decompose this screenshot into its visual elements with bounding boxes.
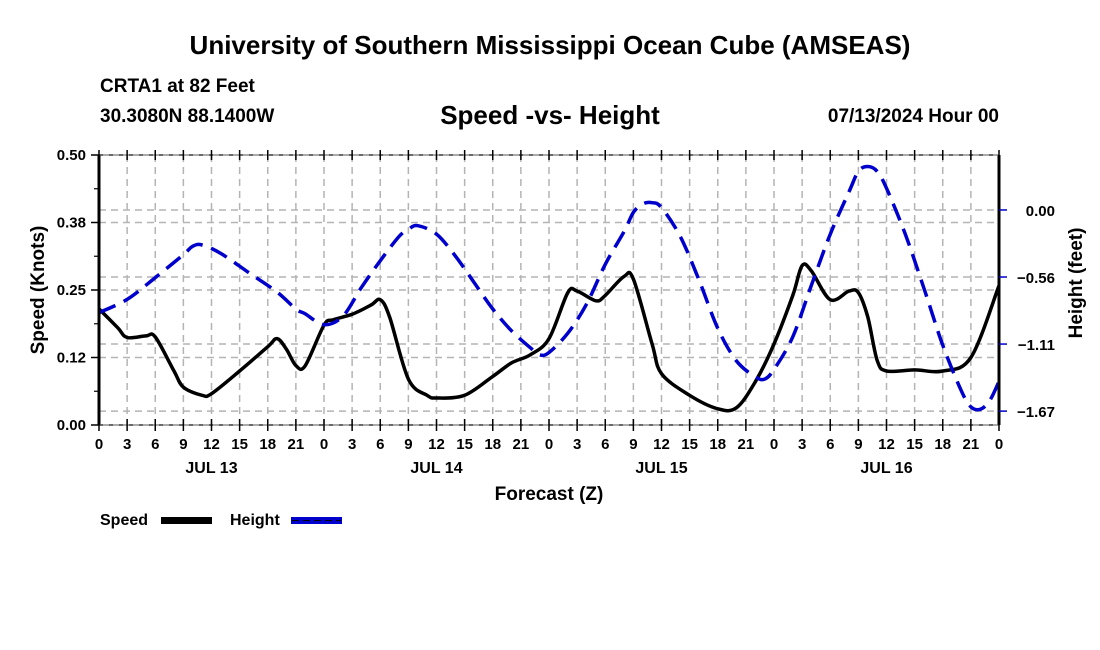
x-tick-label: 15 bbox=[681, 436, 698, 453]
legend-label-height: Height bbox=[230, 512, 280, 529]
legend-swatch-speed bbox=[161, 517, 212, 524]
x-tick-label: 9 bbox=[854, 436, 862, 453]
y-tick-label-right: −0.56 bbox=[1017, 270, 1055, 287]
x-tick-label: 3 bbox=[348, 436, 356, 453]
x-tick-label: 9 bbox=[404, 436, 412, 453]
x-day-label: JUL 14 bbox=[410, 460, 462, 477]
x-tick-label: 18 bbox=[709, 436, 726, 453]
x-tick-label: 12 bbox=[653, 436, 670, 453]
x-tick-label: 9 bbox=[179, 436, 187, 453]
x-tick-label: 9 bbox=[629, 436, 637, 453]
series-layer bbox=[97, 164, 1001, 413]
x-tick-label: 6 bbox=[151, 436, 159, 453]
y-tick-label-left: 0.25 bbox=[57, 282, 86, 299]
chart-subtitle: Speed -vs- Height bbox=[440, 100, 660, 130]
x-tick-label: 3 bbox=[798, 436, 806, 453]
x-tick-label: 21 bbox=[513, 436, 530, 453]
axes bbox=[91, 150, 1007, 431]
x-tick-label: 15 bbox=[231, 436, 248, 453]
series-line-speed bbox=[97, 262, 1001, 413]
x-tick-label: 15 bbox=[456, 436, 473, 453]
x-tick-label: 12 bbox=[203, 436, 220, 453]
x-tick-label: 12 bbox=[878, 436, 895, 453]
x-tick-label: 0 bbox=[95, 436, 103, 453]
grid bbox=[99, 155, 999, 425]
y-axis-title-left: Speed (Knots) bbox=[28, 226, 49, 355]
y-axis-title-right: Height (feet) bbox=[1066, 228, 1087, 339]
x-tick-label: 6 bbox=[601, 436, 609, 453]
x-tick-label: 21 bbox=[288, 436, 305, 453]
x-tick-label: 18 bbox=[484, 436, 501, 453]
y-tick-label-left: 0.50 bbox=[57, 147, 86, 164]
x-tick-label: 3 bbox=[573, 436, 581, 453]
x-day-label: JUL 13 bbox=[185, 460, 237, 477]
y-tick-label-right: −1.11 bbox=[1018, 337, 1055, 354]
station-label: CRTA1 at 82 Feet bbox=[100, 76, 255, 97]
x-tick-label: 15 bbox=[906, 436, 923, 453]
x-tick-label: 12 bbox=[428, 436, 445, 453]
y-tick-label-right: −1.67 bbox=[1017, 404, 1055, 421]
tick-labels: 0 3 6 9 12 15 18 21 0 3 6 9 12 15 18 21 0 3 6 9 12 15 18 21 0 3 6 9… bbox=[57, 147, 1055, 477]
x-tick-label: 6 bbox=[376, 436, 384, 453]
chart-main-title: University of Southern Mississippi Ocean… bbox=[189, 30, 911, 60]
x-day-label: JUL 16 bbox=[860, 460, 912, 477]
x-tick-label: 18 bbox=[934, 436, 951, 453]
legend-label-speed: Speed bbox=[100, 512, 148, 529]
x-tick-label: 3 bbox=[123, 436, 131, 453]
x-tick-label: 0 bbox=[995, 436, 1003, 453]
x-tick-label: 0 bbox=[770, 436, 778, 453]
station-coordinates: 30.3080N 88.1400W bbox=[100, 106, 275, 127]
y-tick-label-left: 0.38 bbox=[57, 215, 86, 232]
x-day-label: JUL 15 bbox=[635, 460, 687, 477]
x-tick-label: 0 bbox=[320, 436, 328, 453]
legend: Speed Height bbox=[100, 512, 342, 529]
y-tick-label-left: 0.00 bbox=[57, 417, 86, 434]
series-line-height bbox=[98, 164, 1001, 412]
x-tick-label: 6 bbox=[826, 436, 834, 453]
x-tick-label: 21 bbox=[738, 436, 755, 453]
forecast-datestamp: 07/13/2024 Hour 00 bbox=[827, 106, 999, 127]
x-tick-label: 0 bbox=[545, 436, 553, 453]
x-axis-title: Forecast (Z) bbox=[495, 484, 604, 505]
x-tick-label: 21 bbox=[963, 436, 980, 453]
x-tick-label: 18 bbox=[259, 436, 276, 453]
y-tick-label-left: 0.12 bbox=[57, 350, 86, 367]
y-tick-label-right: 0.00 bbox=[1026, 203, 1055, 220]
